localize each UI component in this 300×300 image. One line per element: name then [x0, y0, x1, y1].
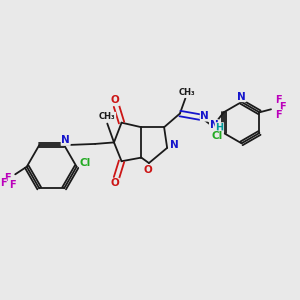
Text: F: F [279, 102, 286, 112]
Text: F: F [4, 173, 11, 183]
Text: CH₃: CH₃ [178, 88, 195, 98]
Text: N: N [210, 120, 218, 130]
Text: O: O [110, 178, 119, 188]
Text: N: N [170, 140, 179, 150]
Text: H: H [215, 123, 223, 133]
Text: Cl: Cl [80, 158, 91, 168]
Text: N: N [61, 135, 70, 145]
Text: CH₃: CH₃ [99, 112, 116, 122]
Text: F: F [275, 95, 282, 105]
Text: Cl: Cl [212, 131, 223, 141]
Text: O: O [143, 165, 152, 175]
Text: F: F [10, 180, 16, 190]
Text: N: N [237, 92, 246, 101]
Text: N: N [200, 111, 209, 121]
Text: F: F [0, 178, 6, 188]
Text: O: O [110, 95, 119, 106]
Text: F: F [275, 110, 282, 120]
